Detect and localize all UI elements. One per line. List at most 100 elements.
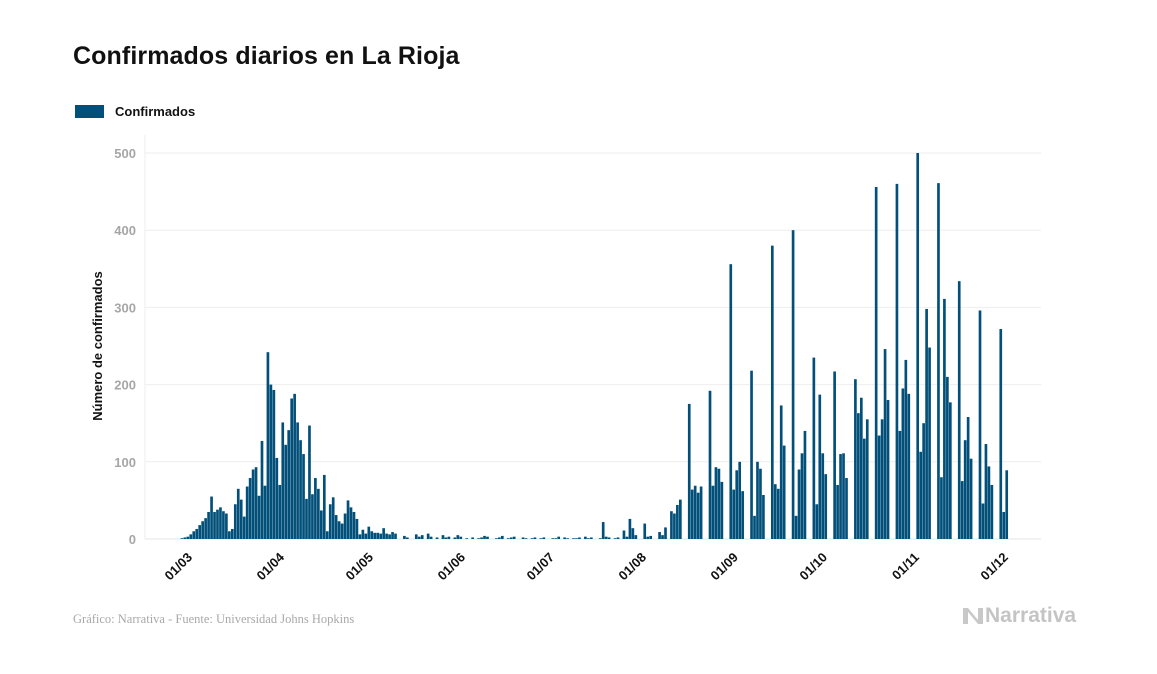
bar: [877, 435, 881, 539]
bar: [661, 535, 664, 539]
bar: [711, 485, 715, 539]
bar: [539, 538, 543, 539]
bars: [180, 153, 1009, 540]
bar: [542, 537, 546, 539]
bar: [444, 537, 448, 539]
bar: [263, 485, 267, 539]
x-tick-label: 01/11: [889, 550, 922, 583]
bar: [311, 494, 314, 539]
bar: [385, 533, 388, 539]
bar: [776, 488, 780, 539]
bar: [530, 538, 534, 539]
bar: [533, 537, 537, 539]
bar: [634, 535, 638, 539]
bar: [521, 537, 525, 539]
bar: [447, 536, 451, 539]
x-tick-label: 01/09: [707, 550, 741, 584]
bar: [198, 525, 202, 539]
bar: [213, 511, 216, 539]
bar: [898, 430, 902, 539]
bar: [563, 537, 566, 539]
bar: [664, 527, 667, 539]
bar: [978, 310, 982, 539]
bar: [566, 538, 569, 539]
bar: [613, 538, 617, 539]
bar: [604, 536, 608, 539]
bar: [287, 430, 291, 539]
bar: [358, 534, 362, 539]
y-tick-label: 200: [114, 378, 136, 393]
bar: [219, 507, 222, 539]
bar: [328, 504, 332, 539]
bar: [833, 371, 836, 539]
bar: [343, 513, 347, 539]
bar: [394, 533, 397, 539]
bar: [987, 466, 991, 539]
bar: [865, 419, 869, 539]
x-tick-label: 01/12: [977, 550, 1011, 584]
bar: [782, 445, 786, 539]
bar: [320, 510, 323, 539]
source-note: Gráfico: Narrativa - Fuente: Universidad…: [73, 612, 355, 626]
bar: [486, 536, 489, 539]
bar: [192, 531, 196, 539]
bar: [477, 538, 480, 539]
bar: [756, 461, 759, 539]
bar: [779, 405, 783, 539]
bar: [242, 516, 246, 539]
bar: [981, 503, 985, 539]
bar: [643, 523, 647, 539]
bar: [598, 538, 602, 539]
bar: [557, 536, 561, 539]
bar: [251, 469, 255, 539]
bar: [791, 230, 795, 539]
bar: [325, 531, 329, 539]
bar: [296, 422, 299, 539]
bar: [925, 308, 928, 539]
bar: [690, 489, 694, 539]
bar: [928, 347, 931, 539]
bar: [907, 393, 911, 539]
bar: [272, 390, 276, 539]
bar: [498, 537, 501, 539]
bar: [943, 298, 946, 539]
bar: [601, 522, 605, 539]
bar: [708, 390, 712, 539]
bar: [960, 481, 964, 539]
bar: [382, 528, 385, 539]
bar: [233, 504, 237, 539]
x-tick-label: 01/07: [523, 550, 557, 584]
x-tick-label: 01/08: [615, 550, 649, 584]
bar: [257, 495, 261, 539]
bar: [738, 461, 742, 539]
bar: [248, 478, 252, 539]
bar: [590, 537, 593, 539]
bar: [414, 534, 418, 539]
x-tick-label: 01/04: [253, 549, 287, 583]
bar: [346, 500, 350, 539]
bar: [904, 359, 908, 539]
bar: [857, 413, 860, 539]
bar: [800, 453, 804, 539]
x-tick-label: 01/05: [342, 550, 376, 584]
bar: [984, 444, 988, 539]
bar: [236, 488, 240, 539]
bar: [963, 440, 967, 539]
bar: [821, 453, 825, 539]
bar: [797, 469, 801, 539]
bar: [204, 518, 207, 539]
bar: [693, 485, 697, 539]
bar: [957, 281, 961, 539]
bar: [575, 538, 578, 539]
bar: [512, 536, 516, 539]
bar: [465, 538, 469, 539]
bar: [334, 515, 338, 539]
bar: [649, 535, 653, 539]
bar: [524, 538, 528, 539]
bar: [919, 451, 922, 539]
bar: [228, 531, 231, 539]
legend: Confirmados: [75, 104, 195, 119]
bar: [735, 470, 739, 539]
bar: [990, 484, 994, 539]
